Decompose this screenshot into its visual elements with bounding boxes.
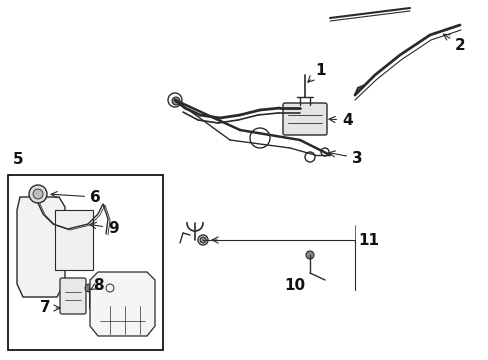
Text: 2: 2 xyxy=(443,34,465,53)
Polygon shape xyxy=(90,272,155,336)
Circle shape xyxy=(85,284,93,292)
Text: 11: 11 xyxy=(357,233,378,248)
Circle shape xyxy=(33,189,43,199)
Text: 1: 1 xyxy=(307,63,325,82)
Bar xyxy=(8,175,163,350)
Circle shape xyxy=(200,237,205,243)
Text: 7: 7 xyxy=(40,301,60,315)
FancyBboxPatch shape xyxy=(60,278,86,314)
Text: 8: 8 xyxy=(90,278,103,292)
Text: 10: 10 xyxy=(284,278,305,292)
Circle shape xyxy=(172,97,180,105)
Text: 5: 5 xyxy=(13,152,23,167)
Polygon shape xyxy=(55,210,93,270)
Circle shape xyxy=(305,251,313,259)
Text: 9: 9 xyxy=(90,220,119,235)
Text: 4: 4 xyxy=(328,113,352,127)
FancyBboxPatch shape xyxy=(283,103,326,135)
Text: 6: 6 xyxy=(51,189,101,204)
Text: 3: 3 xyxy=(328,150,362,166)
Polygon shape xyxy=(17,197,65,297)
Circle shape xyxy=(29,185,47,203)
